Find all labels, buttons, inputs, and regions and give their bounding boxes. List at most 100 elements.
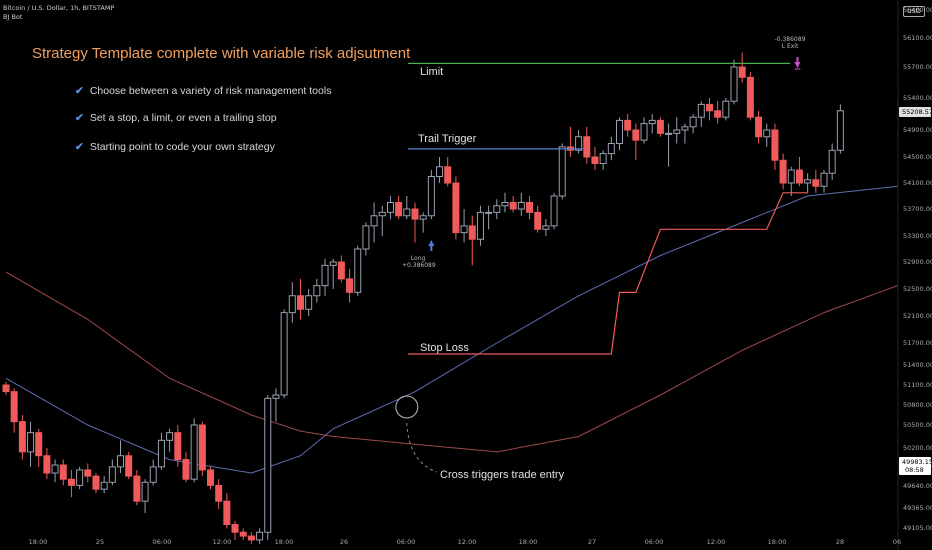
x-tick-label: 25 <box>96 538 104 546</box>
candle-body <box>730 66 738 102</box>
candle-body <box>779 159 787 184</box>
candle-body <box>174 432 182 461</box>
bullet-item: ✔ Starting point to code your own strateg… <box>75 141 275 153</box>
y-tick-label: 51700.00 <box>903 339 932 347</box>
candle-body <box>648 119 656 125</box>
candle-body <box>509 202 517 210</box>
y-tick-label: 52100.00 <box>903 312 932 320</box>
check-icon: ✔ <box>75 85 84 97</box>
candle-body <box>427 176 435 217</box>
candle-body <box>182 459 190 480</box>
candle-body <box>804 179 812 184</box>
candle-body <box>59 464 67 480</box>
candle-body <box>542 225 550 230</box>
price-badge-value: 49983.15 <box>902 458 932 466</box>
bullet-text: Set a stop, a limit, or even a trailing … <box>89 112 277 124</box>
candle-body <box>476 211 484 240</box>
price-badge <box>899 107 931 117</box>
candle-body <box>215 484 223 502</box>
x-tick-label: 06:00 <box>153 538 172 546</box>
y-tick-label: 50800.00 <box>903 401 932 409</box>
candle-body <box>166 432 174 441</box>
candle-body <box>256 531 264 541</box>
candle-body <box>117 455 125 468</box>
candle-body <box>247 535 255 541</box>
candle-body <box>264 397 272 533</box>
x-tick-label: 12:00 <box>707 538 726 546</box>
y-tick-label: 54100.00 <box>903 179 932 187</box>
candle-body <box>526 202 534 213</box>
trailing-stop-line <box>554 192 808 355</box>
candle-body <box>436 166 444 177</box>
candle-body <box>43 455 51 474</box>
candle-body <box>157 439 165 468</box>
symbol-title: Bitcoin / U.S. Dollar, 1h, BITSTAMP <box>3 4 115 12</box>
candle-body <box>35 432 43 457</box>
cross-pointer <box>406 422 437 473</box>
candle-body <box>231 524 239 533</box>
x-tick-label: 18:00 <box>768 538 787 546</box>
candle-body <box>133 475 141 502</box>
y-tick-label: 55700.00 <box>903 63 932 71</box>
candle-body <box>84 469 92 477</box>
bullet-text: Choose between a variety of risk managem… <box>89 85 332 97</box>
x-tick-label: 12:00 <box>213 538 232 546</box>
candle-body <box>149 466 157 483</box>
currency-button[interactable]: USD <box>903 6 925 17</box>
trail-trigger-label: Trail Trigger <box>418 133 477 145</box>
exit-value: -0.386089 <box>774 36 806 43</box>
candle-body <box>493 205 501 213</box>
candle-body <box>223 500 231 526</box>
y-tick-label: 50200.00 <box>903 444 932 452</box>
candle-body <box>616 119 623 145</box>
candle-body <box>746 76 754 118</box>
price-badge-value: 55208.57 <box>902 108 932 116</box>
candle-body <box>419 215 427 220</box>
candle-body <box>534 211 542 230</box>
y-tick-label: 54500.00 <box>903 153 932 161</box>
candle-body <box>329 261 337 266</box>
candle-body <box>607 143 615 155</box>
y-tick-label: 53700.00 <box>903 205 932 213</box>
candle-body <box>296 295 304 310</box>
y-tick-label: 56400.00 <box>903 6 932 14</box>
candle-body <box>67 478 75 486</box>
candle-body <box>354 248 362 293</box>
candle-body <box>738 66 746 78</box>
candle-body <box>411 208 419 220</box>
candle-body <box>18 421 26 453</box>
candle-body <box>313 285 321 297</box>
candle-body <box>141 481 149 502</box>
long-marker-label: Long +0.386089 <box>402 255 436 269</box>
candle-body <box>787 169 795 184</box>
candle-body <box>575 136 583 151</box>
candle-body <box>550 195 558 227</box>
candle-body <box>624 119 632 131</box>
x-tick-label: 18:00 <box>29 538 48 546</box>
candle-body <box>378 211 386 217</box>
ma-blue-line <box>5 185 898 474</box>
candle-body <box>468 225 476 240</box>
x-tick-label: 12:00 <box>458 538 477 546</box>
candle-body <box>485 211 493 214</box>
y-tick-label: 49365.00 <box>903 504 932 512</box>
candle-body <box>207 469 214 486</box>
x-tick-label: 06:00 <box>397 538 416 546</box>
cross-label: Cross triggers trade entry <box>440 469 565 481</box>
candle-body <box>656 119 664 134</box>
candle-body <box>346 278 354 293</box>
y-tick-label: 51400.00 <box>903 361 932 369</box>
x-tick-label: 26 <box>340 538 348 546</box>
exit-label: L Exit <box>781 43 799 50</box>
bullet-text: Starting point to code your own strategy <box>89 141 275 153</box>
candle-body <box>370 215 378 227</box>
candle-body <box>10 391 18 423</box>
candle-body <box>795 169 803 184</box>
candle-body <box>705 103 713 112</box>
candle-body <box>763 129 771 138</box>
limit-label: Limit <box>420 66 444 78</box>
exit-marker-label: -0.386089 L Exit <box>773 36 807 50</box>
y-tick-label: 52900.00 <box>903 258 932 266</box>
bullet-item: ✔ Set a stop, a limit, or even a trailing… <box>75 112 277 124</box>
